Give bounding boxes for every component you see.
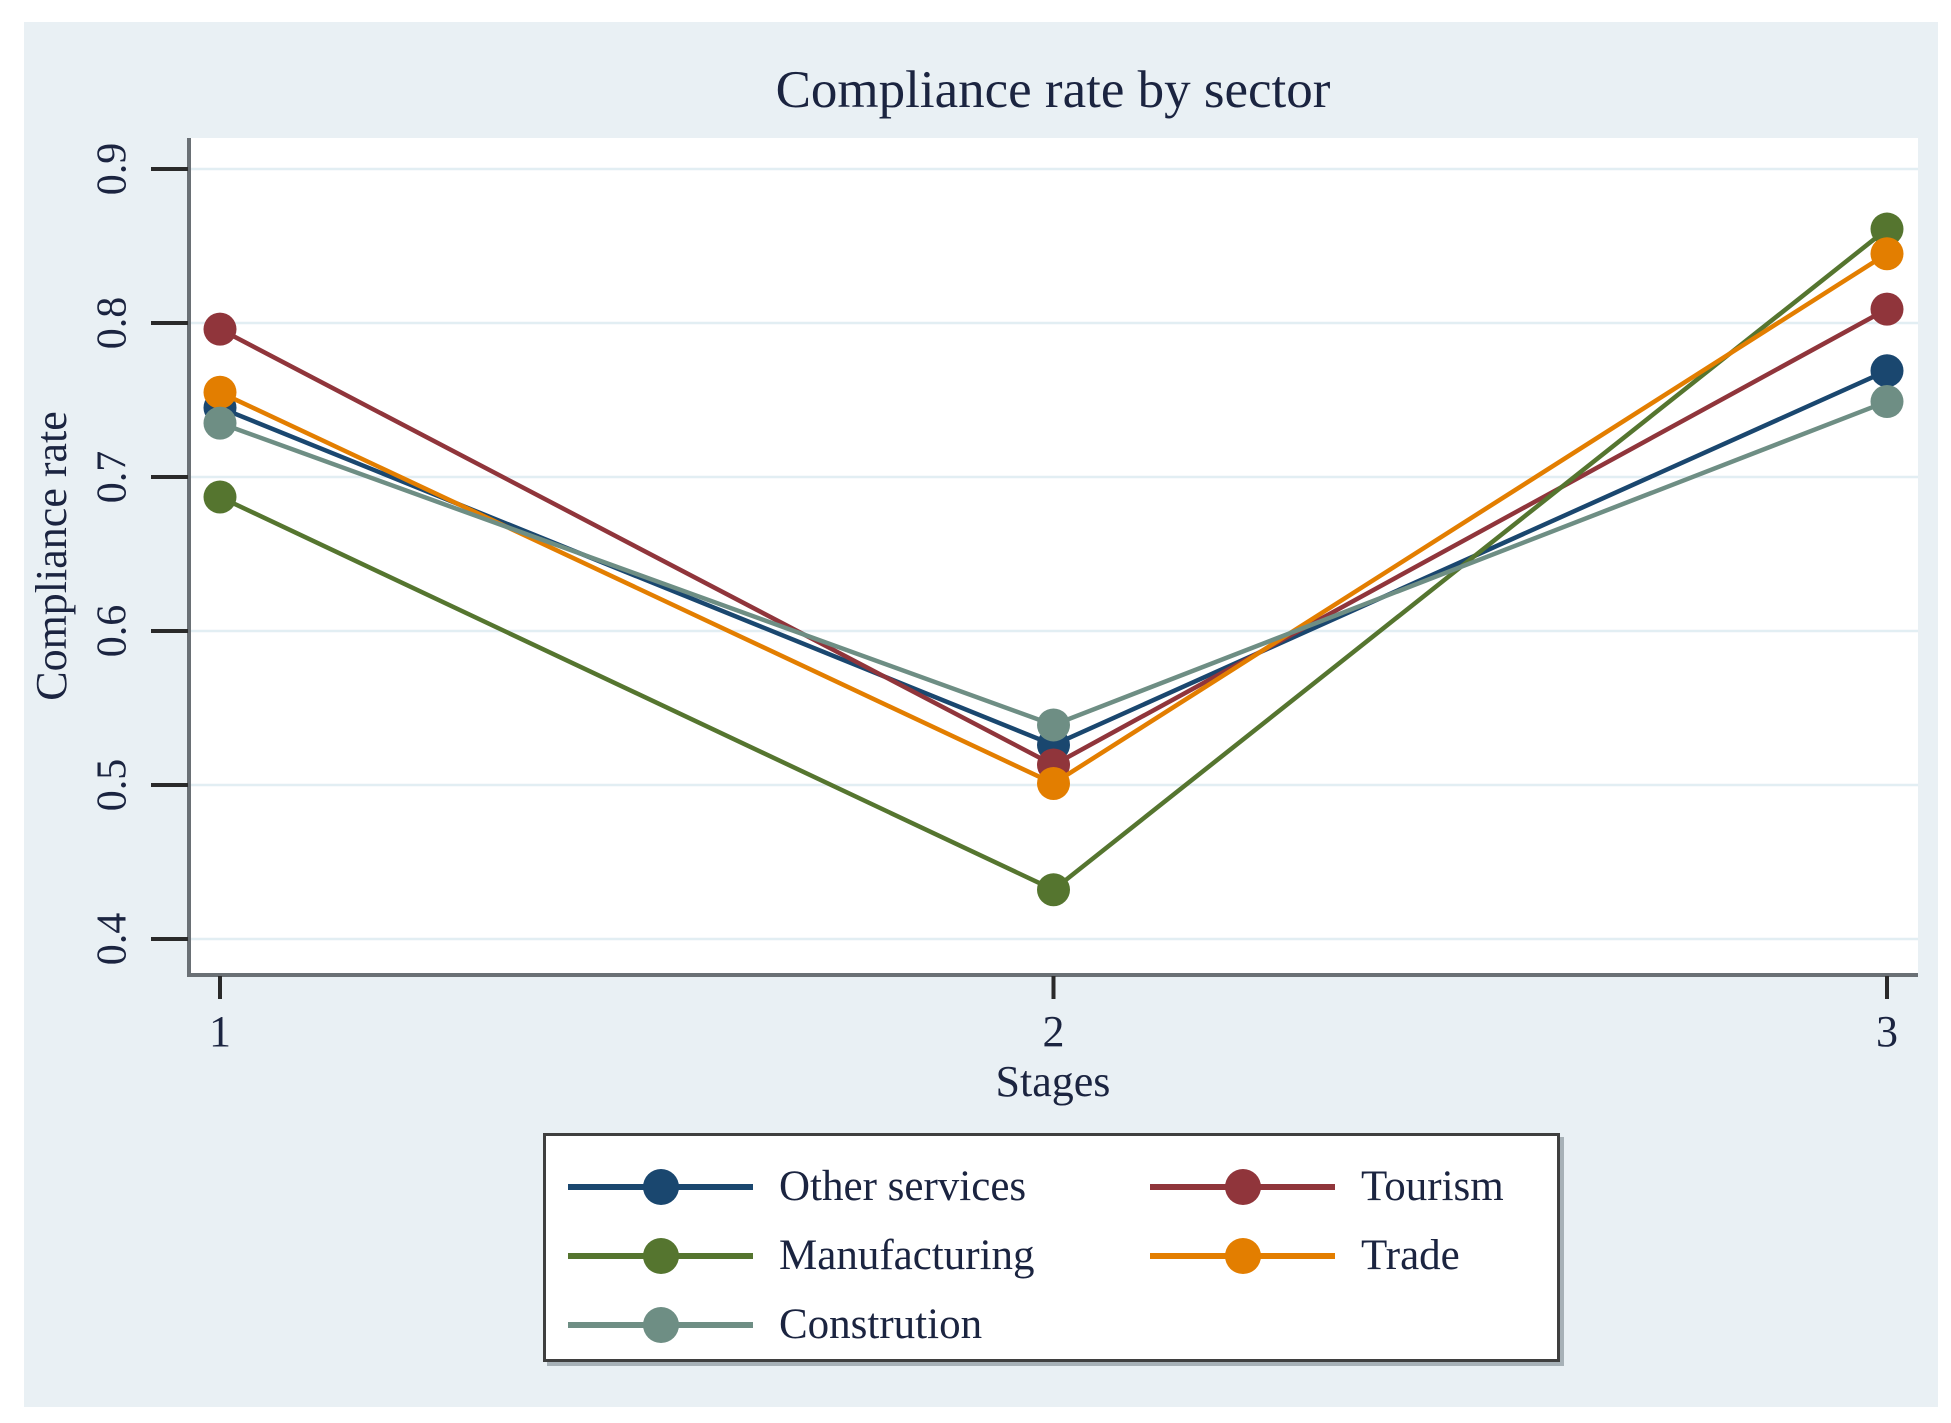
legend-item-manufacturing: Manufacturing <box>568 1221 1150 1290</box>
legend-label: Constrution <box>779 1301 983 1348</box>
tick-labels: 0.4 0.5 0.6 0.7 0.8 0.9 1 2 3 <box>90 143 1898 1056</box>
data-point-tourism <box>203 312 237 346</box>
legend-grid: Other services Tourism Manufacturing Trade C… <box>546 1136 1557 1359</box>
legend-label: Other services <box>779 1163 1027 1210</box>
y-tick-label: 0.7 <box>90 451 136 504</box>
x-axis-title: Stages <box>996 1057 1111 1106</box>
data-point-constrution <box>1870 385 1904 419</box>
legend-marker-icon <box>568 1306 753 1343</box>
y-axis-title: Compliance rate <box>27 411 76 701</box>
y-tick-label: 0.8 <box>90 297 136 350</box>
data-point-trade <box>203 375 237 409</box>
legend-marker-icon <box>1150 1237 1335 1274</box>
legend-item-trade: Trade <box>1150 1221 1557 1290</box>
legend-label: Tourism <box>1361 1163 1504 1210</box>
x-tick-label: 1 <box>209 1007 231 1056</box>
chart-title: Compliance rate by sector <box>776 61 1331 119</box>
data-point-constrution <box>203 406 237 440</box>
legend-item-other-services: Other services <box>568 1152 1150 1221</box>
x-tick-label: 3 <box>1876 1007 1898 1056</box>
legend-item-constrution: Constrution <box>568 1290 1150 1359</box>
legend-label: Manufacturing <box>779 1232 1035 1279</box>
legend-item-tourism: Tourism <box>1150 1152 1557 1221</box>
y-tick-label: 0.4 <box>90 913 136 966</box>
legend-marker-icon <box>568 1168 753 1205</box>
data-point-manufacturing <box>1870 212 1904 246</box>
y-tick-label: 0.5 <box>90 759 136 812</box>
y-tick-label: 0.6 <box>90 605 136 658</box>
axes <box>151 138 1918 999</box>
y-tick-label: 0.9 <box>90 143 136 196</box>
series-lines <box>203 212 1904 907</box>
plot-area <box>188 138 1918 974</box>
data-point-manufacturing <box>203 480 237 514</box>
data-point-constrution <box>1037 708 1070 742</box>
data-point-manufacturing <box>1037 873 1070 907</box>
legend-dot <box>642 1306 679 1343</box>
legend-dot <box>642 1237 679 1274</box>
legend-label: Trade <box>1361 1232 1460 1279</box>
legend-marker-icon <box>568 1237 753 1274</box>
data-point-other-services <box>1870 354 1904 388</box>
data-point-trade <box>1870 237 1904 271</box>
legend: Other services Tourism Manufacturing Trade C… <box>543 1133 1560 1362</box>
legend-dot <box>1224 1237 1261 1274</box>
gridlines <box>190 167 1918 941</box>
data-point-tourism <box>1870 292 1904 326</box>
x-tick-label: 2 <box>1043 1007 1065 1056</box>
legend-dot <box>1224 1168 1261 1205</box>
data-point-trade <box>1037 766 1070 800</box>
legend-marker-icon <box>1150 1168 1335 1205</box>
legend-dot <box>642 1168 679 1205</box>
